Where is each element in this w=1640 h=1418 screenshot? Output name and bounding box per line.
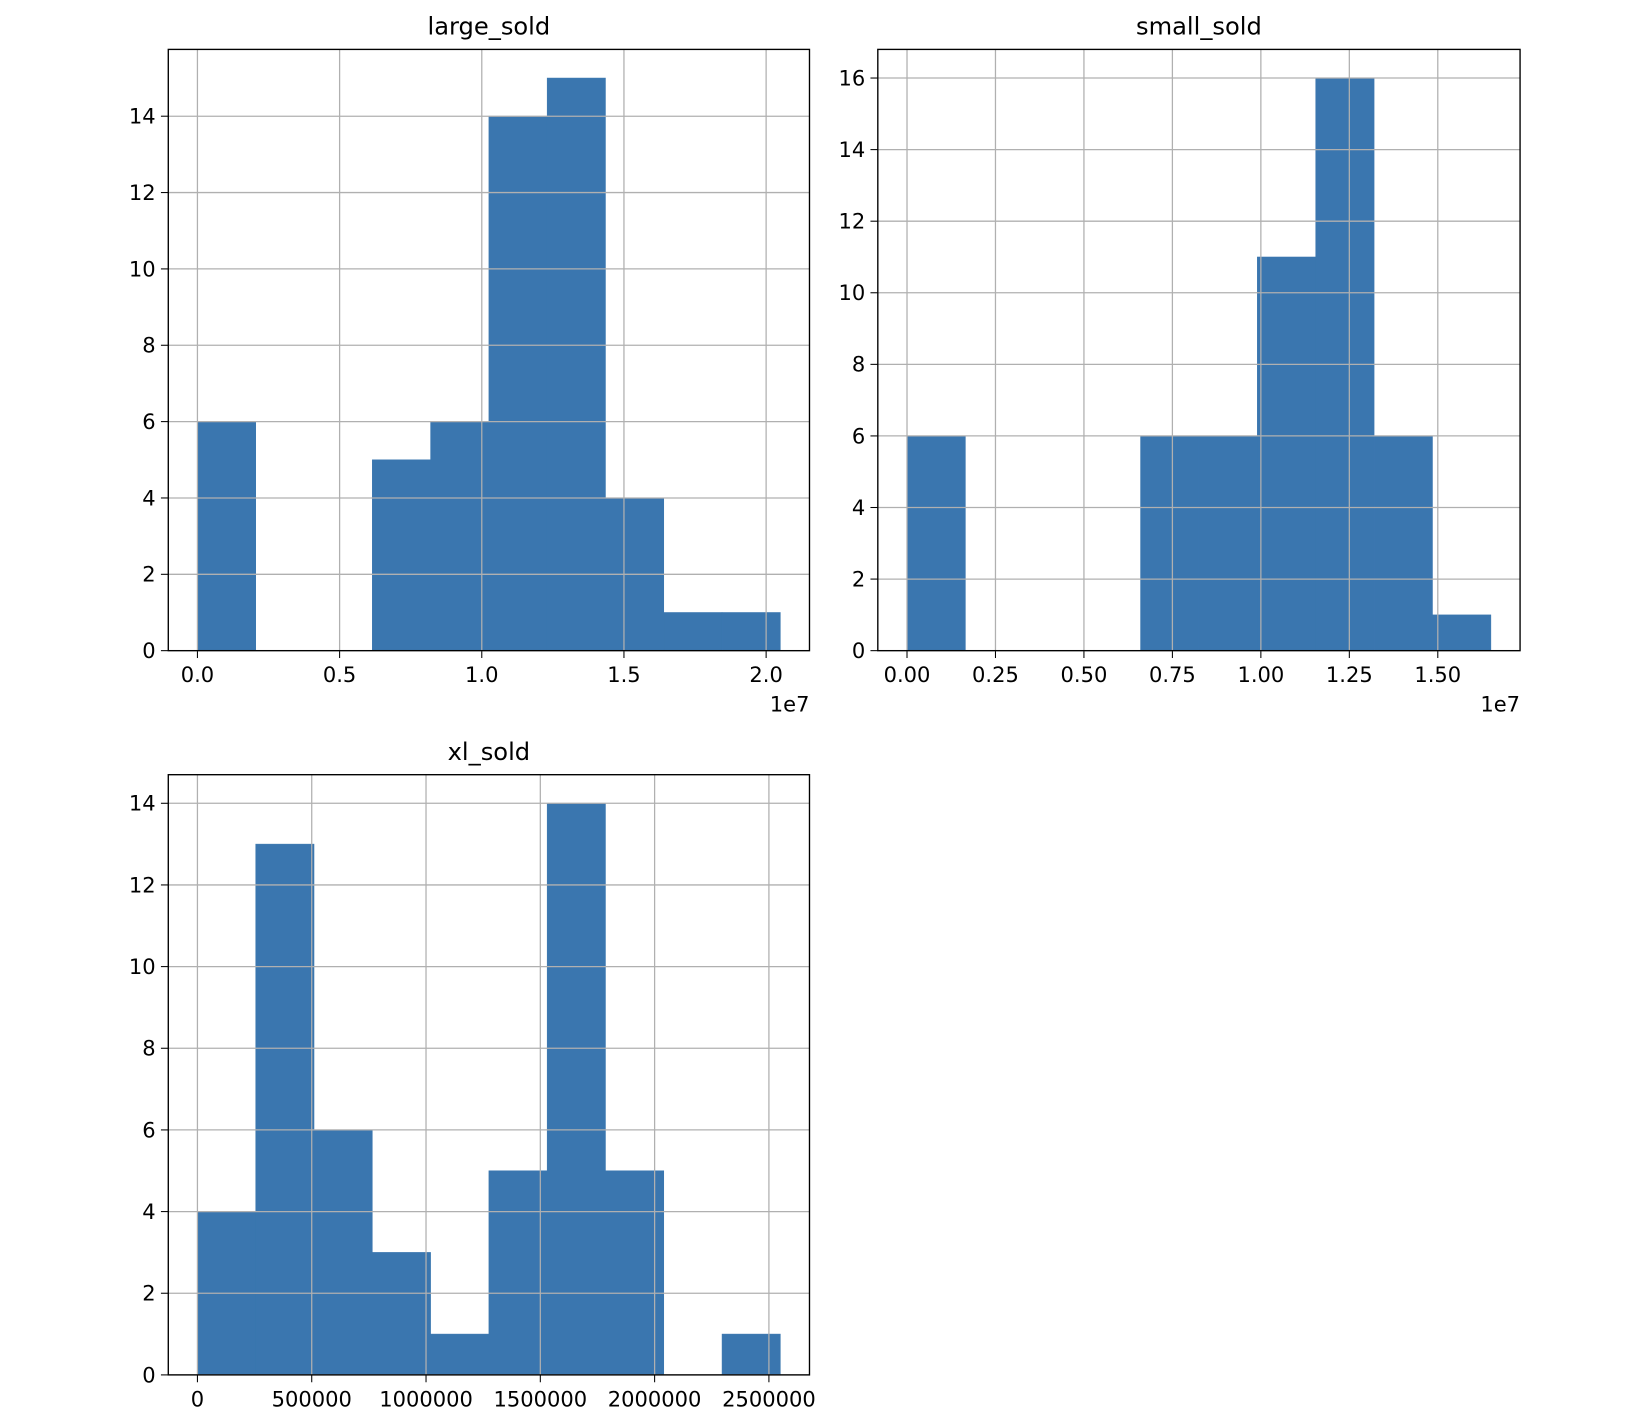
bar <box>313 1129 373 1376</box>
bar <box>721 612 781 651</box>
chart-title: small_sold <box>1136 13 1262 41</box>
y-tick-label: 16 <box>838 65 865 90</box>
y-tick-label: 10 <box>838 280 865 305</box>
offset-text: 1e7 <box>770 692 810 717</box>
y-tick-label: 2 <box>852 566 865 591</box>
bar <box>372 459 431 651</box>
y-tick-label: 14 <box>129 104 156 129</box>
bar <box>430 421 490 651</box>
y-tick-label: 12 <box>129 180 156 205</box>
bar <box>197 421 256 651</box>
y-tick-label: 4 <box>142 1199 155 1224</box>
x-tick-label: 1.5 <box>607 662 640 687</box>
x-tick-label: 1.50 <box>1414 662 1461 687</box>
y-tick-label: 8 <box>142 1036 155 1061</box>
bar <box>488 1170 548 1376</box>
axes-frame <box>877 48 1521 652</box>
x-tick-label: 0 <box>191 1386 204 1411</box>
x-tick-label: 0.0 <box>181 662 214 687</box>
x-tick-label: 1.0 <box>465 662 498 687</box>
x-tick-label: 500000 <box>272 1386 352 1411</box>
y-tick-label: 14 <box>129 791 156 816</box>
bar <box>1198 435 1258 651</box>
bar <box>906 435 966 651</box>
bar <box>663 612 723 651</box>
bar <box>1432 614 1492 651</box>
bar <box>721 1333 781 1376</box>
y-tick-label: 12 <box>838 209 865 234</box>
x-tick-label: 0.75 <box>1149 662 1196 687</box>
y-tick-label: 6 <box>142 409 155 434</box>
x-tick-label: 1.00 <box>1237 662 1284 687</box>
x-tick-label: 2500000 <box>722 1386 816 1411</box>
y-tick-label: 4 <box>142 485 155 510</box>
chart-title: large_sold <box>428 13 551 41</box>
y-tick-label: 2 <box>142 1281 155 1306</box>
axes-frame <box>167 48 811 652</box>
x-tick-label: 0.5 <box>323 662 356 687</box>
x-tick-label: 2000000 <box>608 1386 702 1411</box>
y-tick-label: 6 <box>852 423 865 448</box>
x-tick-label: 1.25 <box>1326 662 1373 687</box>
axes-frame <box>167 774 811 1376</box>
bar <box>488 115 548 651</box>
x-tick-label: 2.0 <box>749 662 782 687</box>
bar <box>430 1333 490 1376</box>
y-tick-label: 10 <box>129 256 156 281</box>
bar <box>1257 256 1316 651</box>
x-tick-label: 0.25 <box>972 662 1019 687</box>
bar <box>372 1252 431 1376</box>
y-tick-label: 8 <box>142 333 155 358</box>
y-tick-label: 12 <box>129 872 156 897</box>
bar <box>1140 435 1200 651</box>
chart-title: xl_sold <box>448 738 531 766</box>
y-tick-label: 2 <box>142 562 155 587</box>
x-tick-label: 1000000 <box>379 1386 473 1411</box>
y-tick-label: 14 <box>838 137 865 162</box>
offset-text: 1e7 <box>1480 692 1520 717</box>
y-tick-label: 4 <box>852 495 865 520</box>
bar <box>255 843 315 1376</box>
y-tick-label: 0 <box>142 638 155 663</box>
y-tick-label: 10 <box>129 954 156 979</box>
y-tick-label: 0 <box>852 638 865 663</box>
y-tick-label: 6 <box>142 1117 155 1142</box>
y-tick-label: 0 <box>142 1362 155 1387</box>
x-tick-label: 1500000 <box>494 1386 588 1411</box>
y-tick-label: 8 <box>852 352 865 377</box>
x-tick-label: 0.00 <box>884 662 931 687</box>
bar <box>546 77 606 651</box>
bar <box>1373 435 1433 651</box>
x-tick-label: 0.50 <box>1061 662 1108 687</box>
bar <box>546 803 606 1376</box>
